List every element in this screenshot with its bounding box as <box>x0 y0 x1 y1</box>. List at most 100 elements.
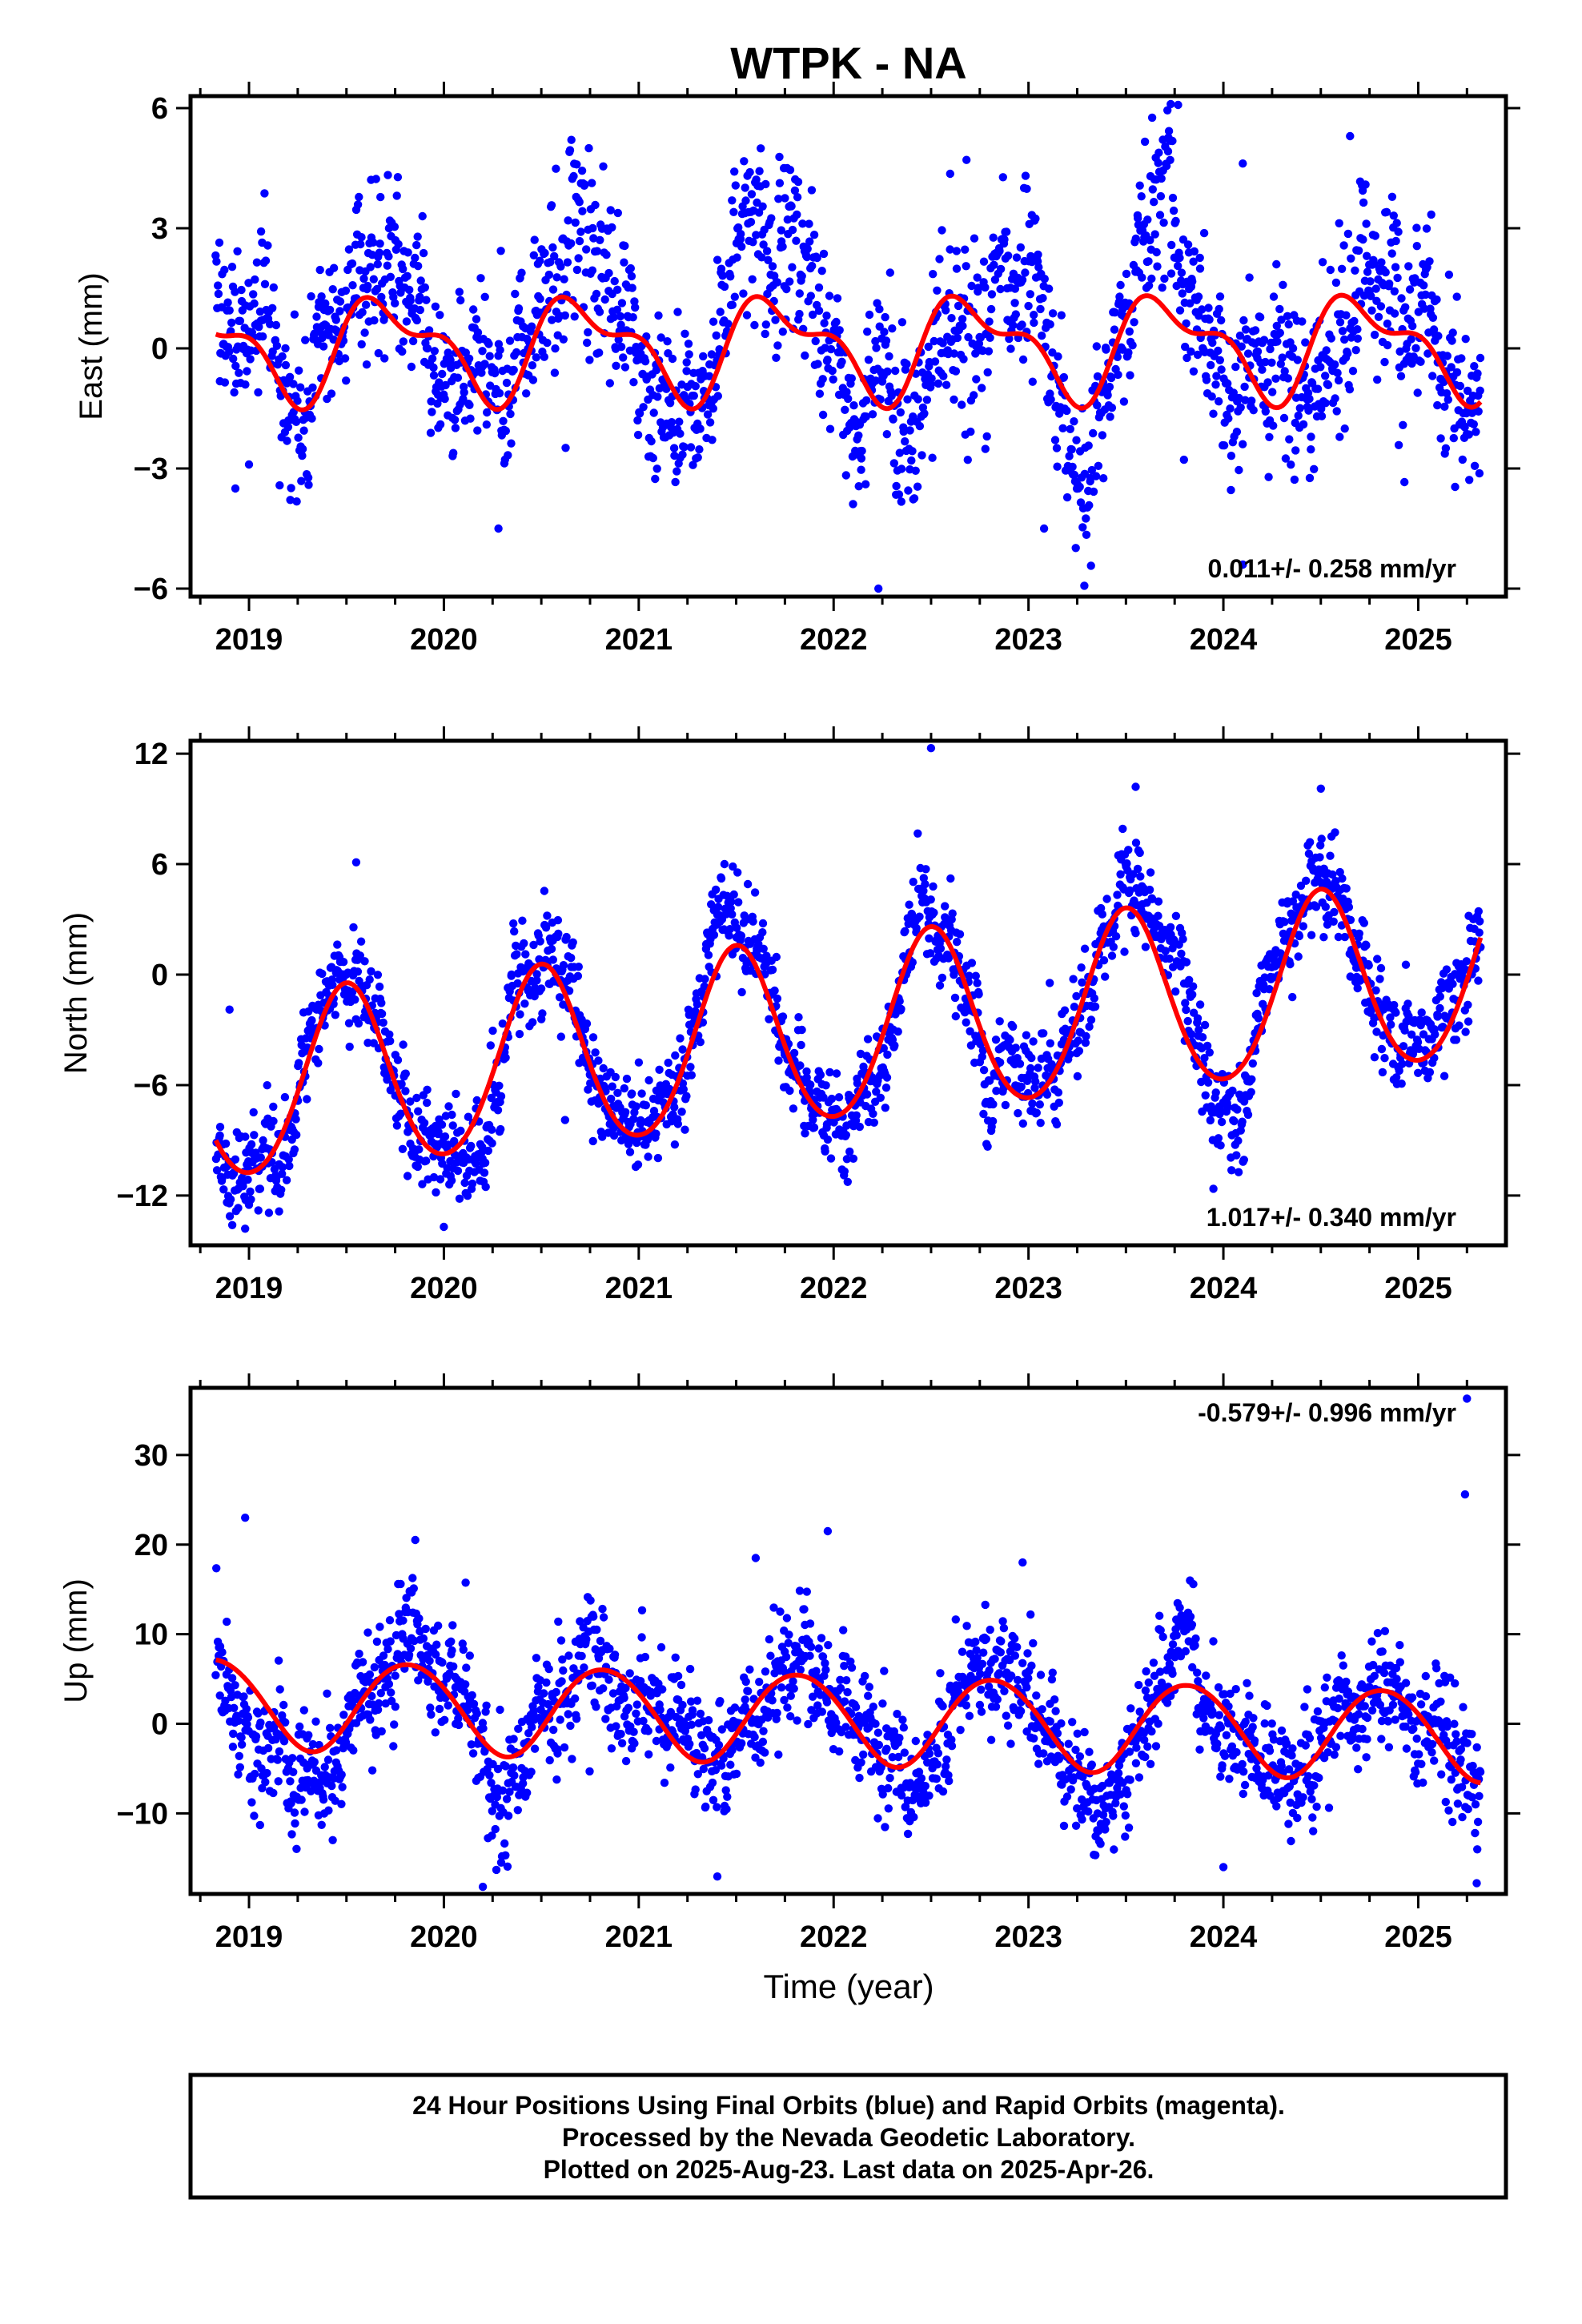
data-point <box>1319 933 1328 942</box>
data-point <box>231 1681 239 1690</box>
data-point <box>809 231 819 239</box>
data-point <box>1195 264 1205 273</box>
data-point <box>709 1795 718 1804</box>
data-point <box>826 344 836 354</box>
data-point <box>806 1080 815 1089</box>
data-point <box>789 1677 797 1686</box>
data-point <box>816 1071 825 1080</box>
data-points <box>211 744 1485 1233</box>
data-point <box>485 1771 494 1779</box>
data-point <box>416 305 424 315</box>
data-point <box>606 206 615 215</box>
data-point <box>339 958 348 967</box>
data-point <box>1140 137 1150 147</box>
data-point <box>1099 474 1108 483</box>
data-point <box>636 1116 645 1125</box>
data-point <box>1288 344 1298 353</box>
data-point <box>1391 1008 1400 1017</box>
data-point <box>509 1735 518 1743</box>
data-point <box>678 1700 687 1710</box>
data-point <box>595 348 604 357</box>
data-point <box>1370 259 1379 268</box>
data-point <box>1018 1119 1028 1128</box>
data-point <box>1335 318 1345 327</box>
data-point <box>1315 853 1324 862</box>
data-point <box>1154 897 1163 906</box>
data-point <box>922 396 932 404</box>
data-point <box>1235 465 1243 475</box>
data-point <box>543 338 552 348</box>
data-point <box>1181 342 1190 352</box>
data-point <box>1425 1068 1435 1077</box>
data-point <box>1338 327 1347 336</box>
data-point <box>251 1732 261 1741</box>
data-point <box>967 959 977 967</box>
data-point <box>329 335 338 344</box>
data-point <box>459 1645 468 1655</box>
data-point <box>536 984 546 993</box>
data-point <box>1082 530 1091 539</box>
x-tick-label: 2020 <box>410 623 478 657</box>
data-point <box>616 342 626 352</box>
data-point <box>691 382 700 391</box>
data-point <box>1098 431 1107 440</box>
data-point <box>872 344 881 352</box>
data-point <box>808 310 817 320</box>
data-point <box>286 496 295 505</box>
data-point <box>244 279 253 287</box>
data-point <box>728 910 737 919</box>
data-point <box>377 1009 387 1019</box>
data-point <box>215 238 224 247</box>
data-point <box>328 1835 337 1844</box>
data-point <box>704 1715 713 1725</box>
data-point <box>295 366 303 375</box>
data-point <box>399 264 408 274</box>
data-point <box>532 353 540 362</box>
data-point <box>281 360 291 370</box>
data-point <box>705 418 715 427</box>
data-point <box>1038 332 1046 340</box>
data-point <box>708 1778 717 1787</box>
data-point <box>1340 932 1350 942</box>
data-point <box>371 175 380 183</box>
data-point <box>229 1729 238 1739</box>
data-point <box>403 1172 412 1180</box>
data-point <box>289 1767 298 1776</box>
data-point <box>351 858 361 867</box>
data-point <box>440 1222 448 1232</box>
data-point <box>1373 955 1382 963</box>
data-point <box>978 1052 987 1061</box>
data-point <box>505 336 515 345</box>
data-point <box>729 862 737 871</box>
data-point <box>905 426 914 435</box>
data-point <box>651 474 660 484</box>
data-point <box>951 367 961 376</box>
data-point <box>796 1061 805 1070</box>
data-point <box>958 400 966 409</box>
data-point <box>832 1069 841 1078</box>
data-point <box>619 353 628 362</box>
data-point <box>392 1121 402 1130</box>
data-point <box>1362 941 1371 950</box>
data-point <box>633 416 642 425</box>
data-point <box>771 316 780 324</box>
data-point <box>1464 1017 1473 1026</box>
data-point <box>793 177 803 187</box>
data-point <box>1328 870 1337 879</box>
data-point <box>303 473 313 482</box>
data-point <box>422 1156 431 1165</box>
data-point <box>1326 265 1335 275</box>
data-point <box>1126 886 1134 895</box>
data-point <box>1405 285 1415 294</box>
data-point <box>269 1116 278 1126</box>
data-point <box>432 1640 441 1649</box>
data-point <box>1143 215 1152 224</box>
data-point <box>644 1750 653 1759</box>
data-point <box>493 1764 503 1774</box>
data-point <box>359 274 368 283</box>
data-point <box>1283 312 1292 320</box>
data-point <box>808 261 817 271</box>
data-point <box>617 1739 627 1747</box>
data-point <box>545 1755 554 1765</box>
data-point <box>547 944 556 954</box>
